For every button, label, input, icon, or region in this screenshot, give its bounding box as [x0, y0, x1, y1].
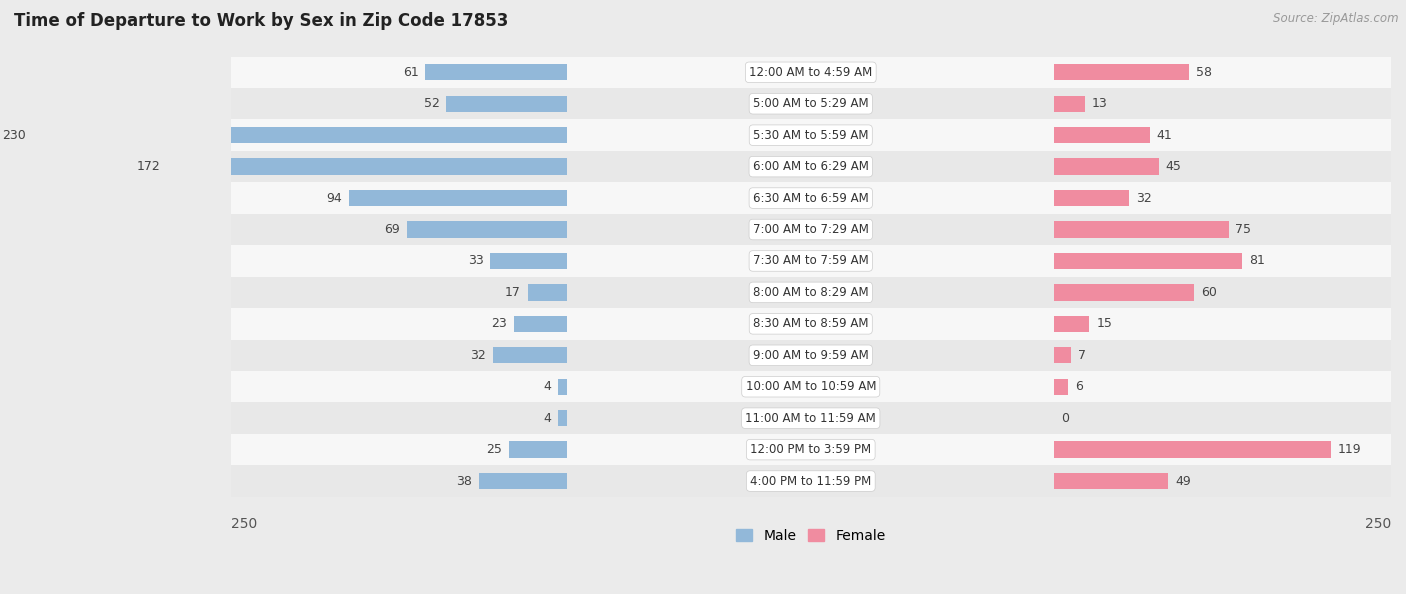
Text: 58: 58	[1197, 66, 1212, 79]
Bar	[558, 410, 567, 426]
Text: 32: 32	[1136, 192, 1152, 204]
Text: 6:00 AM to 6:29 AM: 6:00 AM to 6:29 AM	[752, 160, 869, 173]
Text: 9:00 AM to 9:59 AM: 9:00 AM to 9:59 AM	[752, 349, 869, 362]
Bar	[1054, 347, 1071, 364]
Text: 5:00 AM to 5:29 AM: 5:00 AM to 5:29 AM	[754, 97, 869, 110]
Text: 0: 0	[1062, 412, 1070, 425]
Bar	[509, 441, 567, 458]
Bar	[491, 253, 567, 269]
Text: 25: 25	[486, 443, 502, 456]
Legend: Male, Female: Male, Female	[731, 525, 890, 547]
Text: 7: 7	[1077, 349, 1085, 362]
Text: 17: 17	[505, 286, 520, 299]
Text: 10:00 AM to 10:59 AM: 10:00 AM to 10:59 AM	[745, 380, 876, 393]
Text: 33: 33	[468, 254, 484, 267]
Text: 119: 119	[1337, 443, 1361, 456]
Bar	[231, 245, 1391, 277]
Bar	[406, 222, 567, 238]
Text: 60: 60	[1201, 286, 1216, 299]
Bar	[1054, 378, 1069, 395]
Bar	[231, 403, 1391, 434]
Bar	[231, 308, 1391, 340]
Text: 94: 94	[326, 192, 342, 204]
Text: 38: 38	[456, 475, 472, 488]
Text: 61: 61	[402, 66, 419, 79]
Bar	[1054, 253, 1243, 269]
Bar	[34, 127, 567, 143]
Text: 11:00 AM to 11:59 AM: 11:00 AM to 11:59 AM	[745, 412, 876, 425]
Bar	[479, 473, 567, 489]
Text: 5:30 AM to 5:59 AM: 5:30 AM to 5:59 AM	[754, 129, 869, 142]
Bar	[231, 434, 1391, 465]
Bar	[513, 315, 567, 332]
Text: 12:00 PM to 3:59 PM: 12:00 PM to 3:59 PM	[751, 443, 872, 456]
Text: 13: 13	[1091, 97, 1108, 110]
Text: 75: 75	[1236, 223, 1251, 236]
Text: 250: 250	[231, 517, 257, 531]
Text: 41: 41	[1157, 129, 1173, 142]
Bar	[231, 182, 1391, 214]
Bar	[1054, 96, 1084, 112]
Text: 4: 4	[543, 412, 551, 425]
Bar	[231, 88, 1391, 119]
Text: 230: 230	[3, 129, 27, 142]
Text: 6:30 AM to 6:59 AM: 6:30 AM to 6:59 AM	[752, 192, 869, 204]
Bar	[1054, 64, 1189, 80]
Bar	[1054, 284, 1194, 301]
Bar	[231, 119, 1391, 151]
Bar	[1054, 159, 1159, 175]
Bar	[231, 371, 1391, 403]
Bar	[231, 340, 1391, 371]
Text: 49: 49	[1175, 475, 1191, 488]
Bar	[446, 96, 567, 112]
Text: 7:00 AM to 7:29 AM: 7:00 AM to 7:29 AM	[752, 223, 869, 236]
Bar	[1054, 127, 1150, 143]
Text: Source: ZipAtlas.com: Source: ZipAtlas.com	[1274, 12, 1399, 25]
Text: 45: 45	[1166, 160, 1182, 173]
Bar	[1054, 190, 1129, 206]
Bar	[231, 277, 1391, 308]
Text: 4: 4	[543, 380, 551, 393]
Text: 69: 69	[384, 223, 399, 236]
Bar	[231, 56, 1391, 88]
Bar	[1054, 222, 1229, 238]
Bar	[527, 284, 567, 301]
Bar	[426, 64, 567, 80]
Text: 8:30 AM to 8:59 AM: 8:30 AM to 8:59 AM	[754, 317, 869, 330]
Text: 4:00 PM to 11:59 PM: 4:00 PM to 11:59 PM	[751, 475, 872, 488]
Bar	[1054, 315, 1090, 332]
Text: 7:30 AM to 7:59 AM: 7:30 AM to 7:59 AM	[752, 254, 869, 267]
Text: 81: 81	[1250, 254, 1265, 267]
Text: 32: 32	[470, 349, 486, 362]
Text: 250: 250	[1365, 517, 1391, 531]
Text: 6: 6	[1076, 380, 1083, 393]
Text: 12:00 AM to 4:59 AM: 12:00 AM to 4:59 AM	[749, 66, 872, 79]
Text: 172: 172	[138, 160, 160, 173]
Text: 52: 52	[423, 97, 440, 110]
Bar	[1054, 473, 1168, 489]
Bar	[492, 347, 567, 364]
Bar	[349, 190, 567, 206]
Bar	[558, 378, 567, 395]
Bar	[231, 465, 1391, 497]
Bar	[167, 159, 567, 175]
Text: Time of Departure to Work by Sex in Zip Code 17853: Time of Departure to Work by Sex in Zip …	[14, 12, 509, 30]
Text: 23: 23	[491, 317, 506, 330]
Bar	[1054, 441, 1330, 458]
Text: 15: 15	[1097, 317, 1112, 330]
Bar	[231, 214, 1391, 245]
Text: 8:00 AM to 8:29 AM: 8:00 AM to 8:29 AM	[754, 286, 869, 299]
Bar	[231, 151, 1391, 182]
